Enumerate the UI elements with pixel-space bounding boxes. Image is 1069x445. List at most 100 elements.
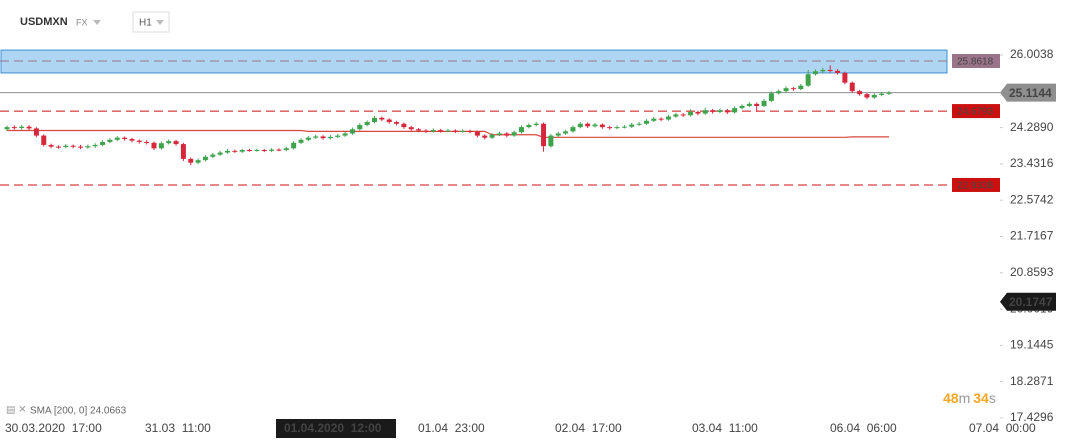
candle-body <box>504 133 510 136</box>
x-tick-label: 01.04 23:00 <box>418 421 485 435</box>
candle-body <box>225 150 230 153</box>
crosshair-label: 20.1747 <box>1009 295 1053 309</box>
candle-body <box>85 146 91 148</box>
candle-body <box>783 88 789 92</box>
candle-body <box>33 128 39 136</box>
candle-body <box>607 127 613 129</box>
candle-body <box>408 127 414 130</box>
candle-body <box>386 119 392 123</box>
candle-body <box>688 111 694 116</box>
x-tick-label: 06.04 06:00 <box>830 421 897 435</box>
timer-unit: m <box>959 390 971 406</box>
candle-body <box>548 135 554 147</box>
candle-body <box>26 126 32 129</box>
candle-body <box>474 131 480 136</box>
candle-body <box>599 124 605 128</box>
candle-body <box>570 127 576 132</box>
candle-body <box>592 124 598 127</box>
dropdown-arrow[interactable] <box>93 20 101 25</box>
interval: H1 <box>139 18 152 29</box>
x-tick-label: 01.04.2020 12:00 <box>284 421 382 435</box>
candle-body <box>746 103 752 106</box>
candle-body <box>541 123 547 147</box>
sma-label: SMA [200, 0] 24.0663 <box>30 406 127 417</box>
price-label-box <box>1000 83 1056 102</box>
candle-body <box>842 72 848 83</box>
x-label-highlight <box>276 419 396 438</box>
candle-body <box>202 156 208 161</box>
y-tick-label: 17.4296 <box>1010 410 1054 424</box>
y-tick-label: 18.2871 <box>1010 374 1054 388</box>
candle-body <box>188 158 194 163</box>
candle-body <box>136 140 142 142</box>
candle-body <box>239 149 245 152</box>
candle-body <box>680 114 686 116</box>
candle-body <box>732 108 738 113</box>
candle-body <box>563 131 569 134</box>
candle-body <box>283 148 289 150</box>
candle-body <box>555 133 561 136</box>
candle-body <box>871 94 877 98</box>
candle-body <box>849 82 855 92</box>
candle-body <box>754 103 760 106</box>
x-tick-label: 03.04 11:00 <box>692 421 758 435</box>
candle-body <box>467 130 473 132</box>
candle-body <box>702 110 708 114</box>
candle-body <box>41 135 47 145</box>
candle-body <box>158 143 164 149</box>
y-tick-label: 22.5742 <box>1010 192 1054 206</box>
dropdown-arrow[interactable] <box>156 20 164 25</box>
candle-body <box>629 124 635 127</box>
candle-body <box>813 71 818 75</box>
candle-body <box>864 94 870 98</box>
candle-body <box>798 85 804 90</box>
x-tick-label: 07.04 00:00 <box>969 421 1036 435</box>
candle-body <box>166 141 172 144</box>
timer-seconds: 34 <box>973 390 989 406</box>
candle-body <box>445 130 451 132</box>
candle-body <box>19 126 25 128</box>
candle-body <box>621 126 627 128</box>
candle-body <box>666 116 671 120</box>
candle-body <box>247 149 253 151</box>
candle-body <box>261 149 267 151</box>
timer: 48m 34s <box>943 390 996 406</box>
candle-body <box>438 130 444 132</box>
candle-body <box>768 93 774 101</box>
candle-body <box>857 91 863 95</box>
candle-body <box>11 127 17 129</box>
candle-body <box>4 127 10 130</box>
candle-body <box>129 138 135 141</box>
candle-body <box>269 149 275 151</box>
candle-body <box>232 150 238 152</box>
candle-body <box>805 74 811 86</box>
candle-body <box>55 146 61 148</box>
candle-body <box>107 139 113 142</box>
candle-body <box>313 136 319 138</box>
candle-body <box>48 144 54 147</box>
interval-box[interactable] <box>132 11 170 33</box>
candle-body <box>291 142 297 149</box>
candle-body <box>144 141 150 143</box>
x-tick-label: 31.03 11:00 <box>145 421 211 435</box>
candle-body <box>342 133 348 136</box>
market: FX <box>76 17 88 27</box>
candle-body <box>820 69 826 72</box>
candle-body <box>335 135 341 137</box>
candle-body <box>416 129 422 131</box>
indicator-icons[interactable]: ▤ ✕ <box>6 405 27 416</box>
x-tick-label: 02.04 17:00 <box>555 421 622 435</box>
level-label-box <box>952 54 1000 69</box>
candle-body <box>695 111 701 114</box>
y-tick-label: 26.0038 <box>1010 47 1054 61</box>
crosshair-label-box <box>1000 292 1056 311</box>
candle-body <box>717 110 723 112</box>
candle-body <box>63 145 69 148</box>
candle-body <box>320 136 326 139</box>
candle-body <box>673 114 679 117</box>
candle-body <box>496 133 502 135</box>
candle-body <box>78 146 83 148</box>
candle-body <box>636 123 642 125</box>
candle-body <box>122 137 128 139</box>
